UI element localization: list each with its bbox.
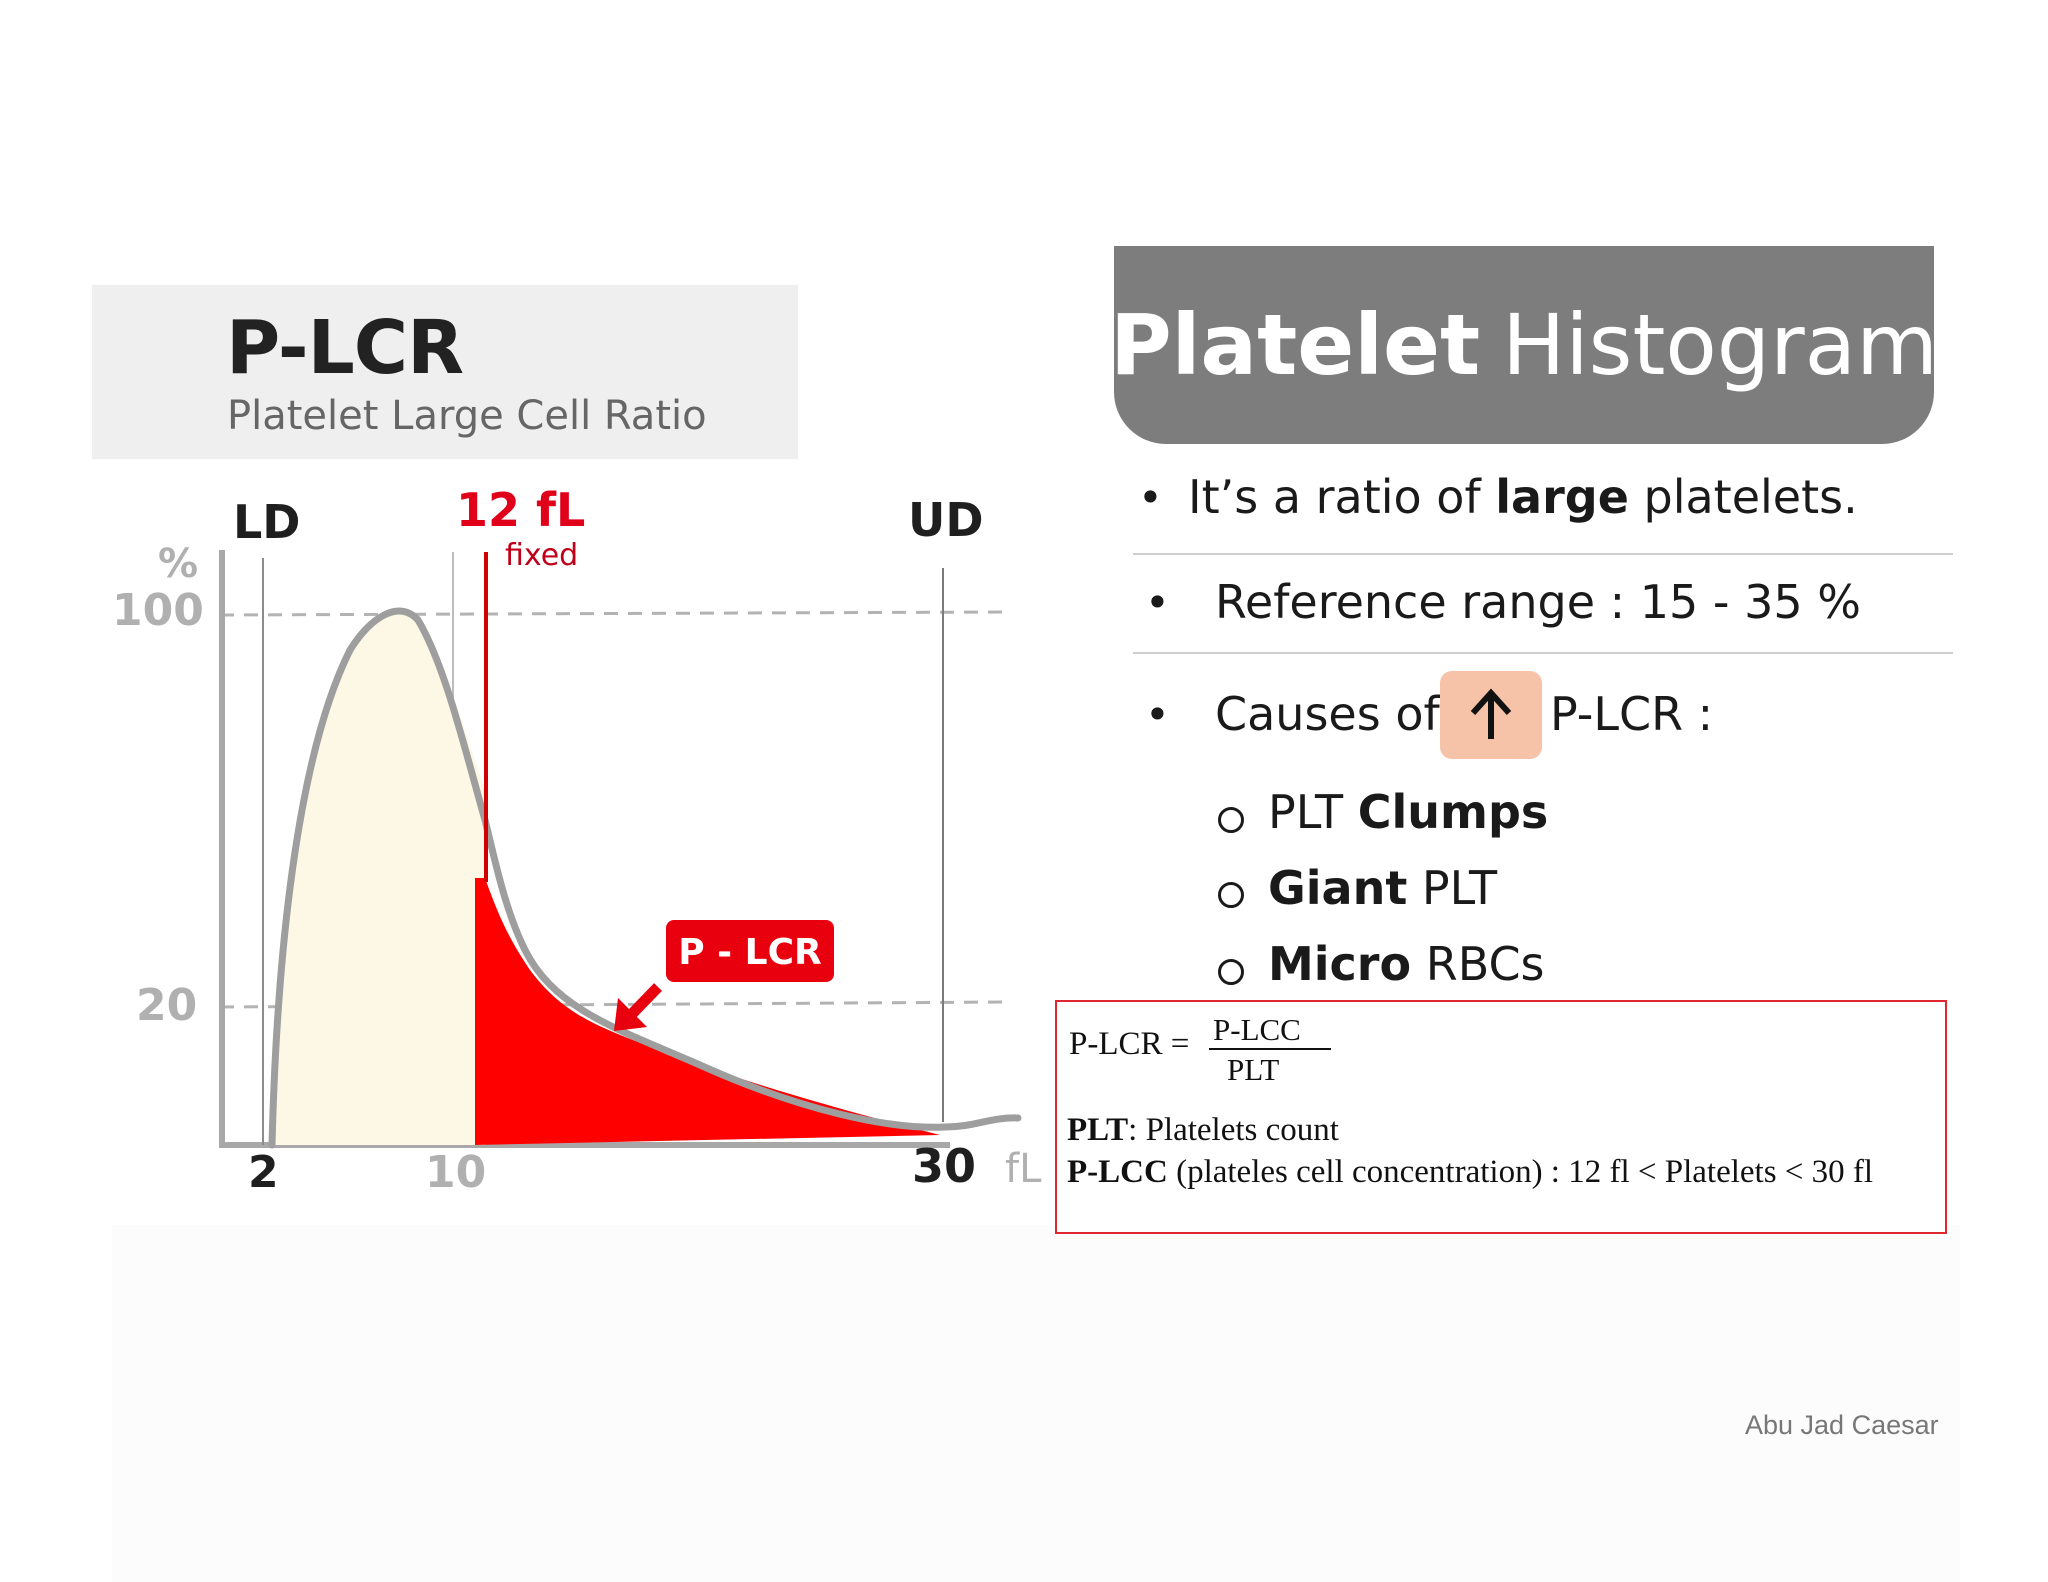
cause-micro-rbcs: Micro RBCs — [1268, 937, 1545, 991]
bullet-ratio-pre: It’s a ratio of — [1188, 470, 1496, 524]
threshold-label: 12 fL — [456, 490, 585, 537]
cause-2-regular: PLT — [1407, 861, 1498, 915]
bullet-dot-1: • — [1138, 473, 1163, 522]
plcr-callout-label: P - LCR — [678, 932, 821, 973]
platelet-histogram-figure: LD UD 12 fL fixed % 100 20 2 10 30 fL P … — [112, 490, 1042, 1190]
divider-2 — [1133, 652, 1953, 654]
definition-plcc-term: P-LCC — [1067, 1154, 1168, 1190]
increase-badge — [1440, 671, 1542, 759]
divider-1 — [1133, 553, 1953, 555]
cause-3-regular: RBCs — [1411, 937, 1545, 991]
x-tick-10: 10 — [425, 1147, 486, 1190]
sub-bullet-circle-3 — [1218, 959, 1244, 985]
threshold-note: fixed — [505, 538, 578, 573]
callout-arrow-icon — [614, 983, 662, 1031]
definition-plcc-text: (plateles cell concentration) : 12 fl < … — [1167, 1154, 1874, 1190]
cause-1-regular: PLT — [1268, 785, 1358, 839]
up-arrow-icon — [1470, 688, 1512, 739]
bullet-ratio-post: platelets. — [1628, 470, 1858, 524]
formula-numerator: P-LCC — [1213, 1012, 1301, 1047]
definition-plcc: P-LCC (plateles cell concentration) : 12… — [1067, 1154, 1873, 1191]
definition-plt: PLT: Platelets count — [1067, 1112, 1339, 1149]
gridline-100 — [219, 610, 1006, 617]
title-banner: Platelet Histogram — [1110, 246, 1938, 444]
cause-plt-clumps: PLT Clumps — [1268, 785, 1548, 839]
y-unit-label: % — [158, 541, 198, 587]
y-tick-20: 20 — [136, 980, 197, 1031]
formula-box: P-LCR = P-LCC PLT PLT: Platelets count P… — [1055, 1000, 1947, 1234]
x-tick-2: 2 — [248, 1147, 279, 1190]
sub-bullet-circle-1 — [1218, 807, 1244, 833]
bullet-dot-3: • — [1145, 690, 1170, 739]
bullet-causes-pre: Causes of — [1215, 687, 1440, 741]
x-tick-30: 30 — [912, 1139, 976, 1190]
definition-plt-term: PLT — [1067, 1112, 1129, 1148]
bullet-ratio-bold: large — [1495, 470, 1629, 524]
ud-label: UD — [908, 493, 984, 547]
histogram-curve — [268, 607, 1022, 1149]
plcr-callout-box — [666, 920, 834, 982]
formula-denominator: PLT — [1227, 1052, 1280, 1087]
bullet-dot-2: • — [1145, 578, 1170, 627]
x-unit-label: fL — [1005, 1146, 1042, 1190]
formula-lhs: P-LCR = — [1069, 1026, 1190, 1062]
ld-label: LD — [233, 495, 301, 549]
slide-background — [112, 1225, 1960, 1582]
banner-title-bold: Platelet — [1110, 296, 1481, 394]
y-tick-100: 100 — [112, 585, 204, 636]
plcr-region — [475, 878, 940, 1145]
definition-plt-text: : Platelets count — [1128, 1112, 1339, 1148]
author-credit: Abu Jad Caesar — [1745, 1410, 1939, 1440]
cause-giant-plt: Giant PLT — [1268, 861, 1497, 915]
bullet-causes-post: P-LCR : — [1550, 687, 1714, 741]
cause-2-bold: Giant — [1268, 861, 1408, 915]
sub-bullet-circle-2 — [1218, 882, 1244, 908]
cause-1-bold: Clumps — [1357, 785, 1549, 839]
plcr-header-box: P-LCR Platelet Large Cell Ratio — [92, 285, 798, 459]
bullet-reference-range: Reference range : 15 - 35 % — [1215, 575, 1861, 629]
plcr-subtitle: Platelet Large Cell Ratio — [227, 393, 707, 439]
bullet-ratio: It’s a ratio of large platelets. — [1188, 470, 1858, 524]
histogram-fill — [272, 611, 485, 1145]
plcr-title: P-LCR — [226, 305, 464, 391]
banner-title-regular: Histogram — [1502, 296, 1938, 394]
formula-fraction-bar — [1209, 1048, 1331, 1050]
cause-3-bold: Micro — [1268, 937, 1412, 991]
